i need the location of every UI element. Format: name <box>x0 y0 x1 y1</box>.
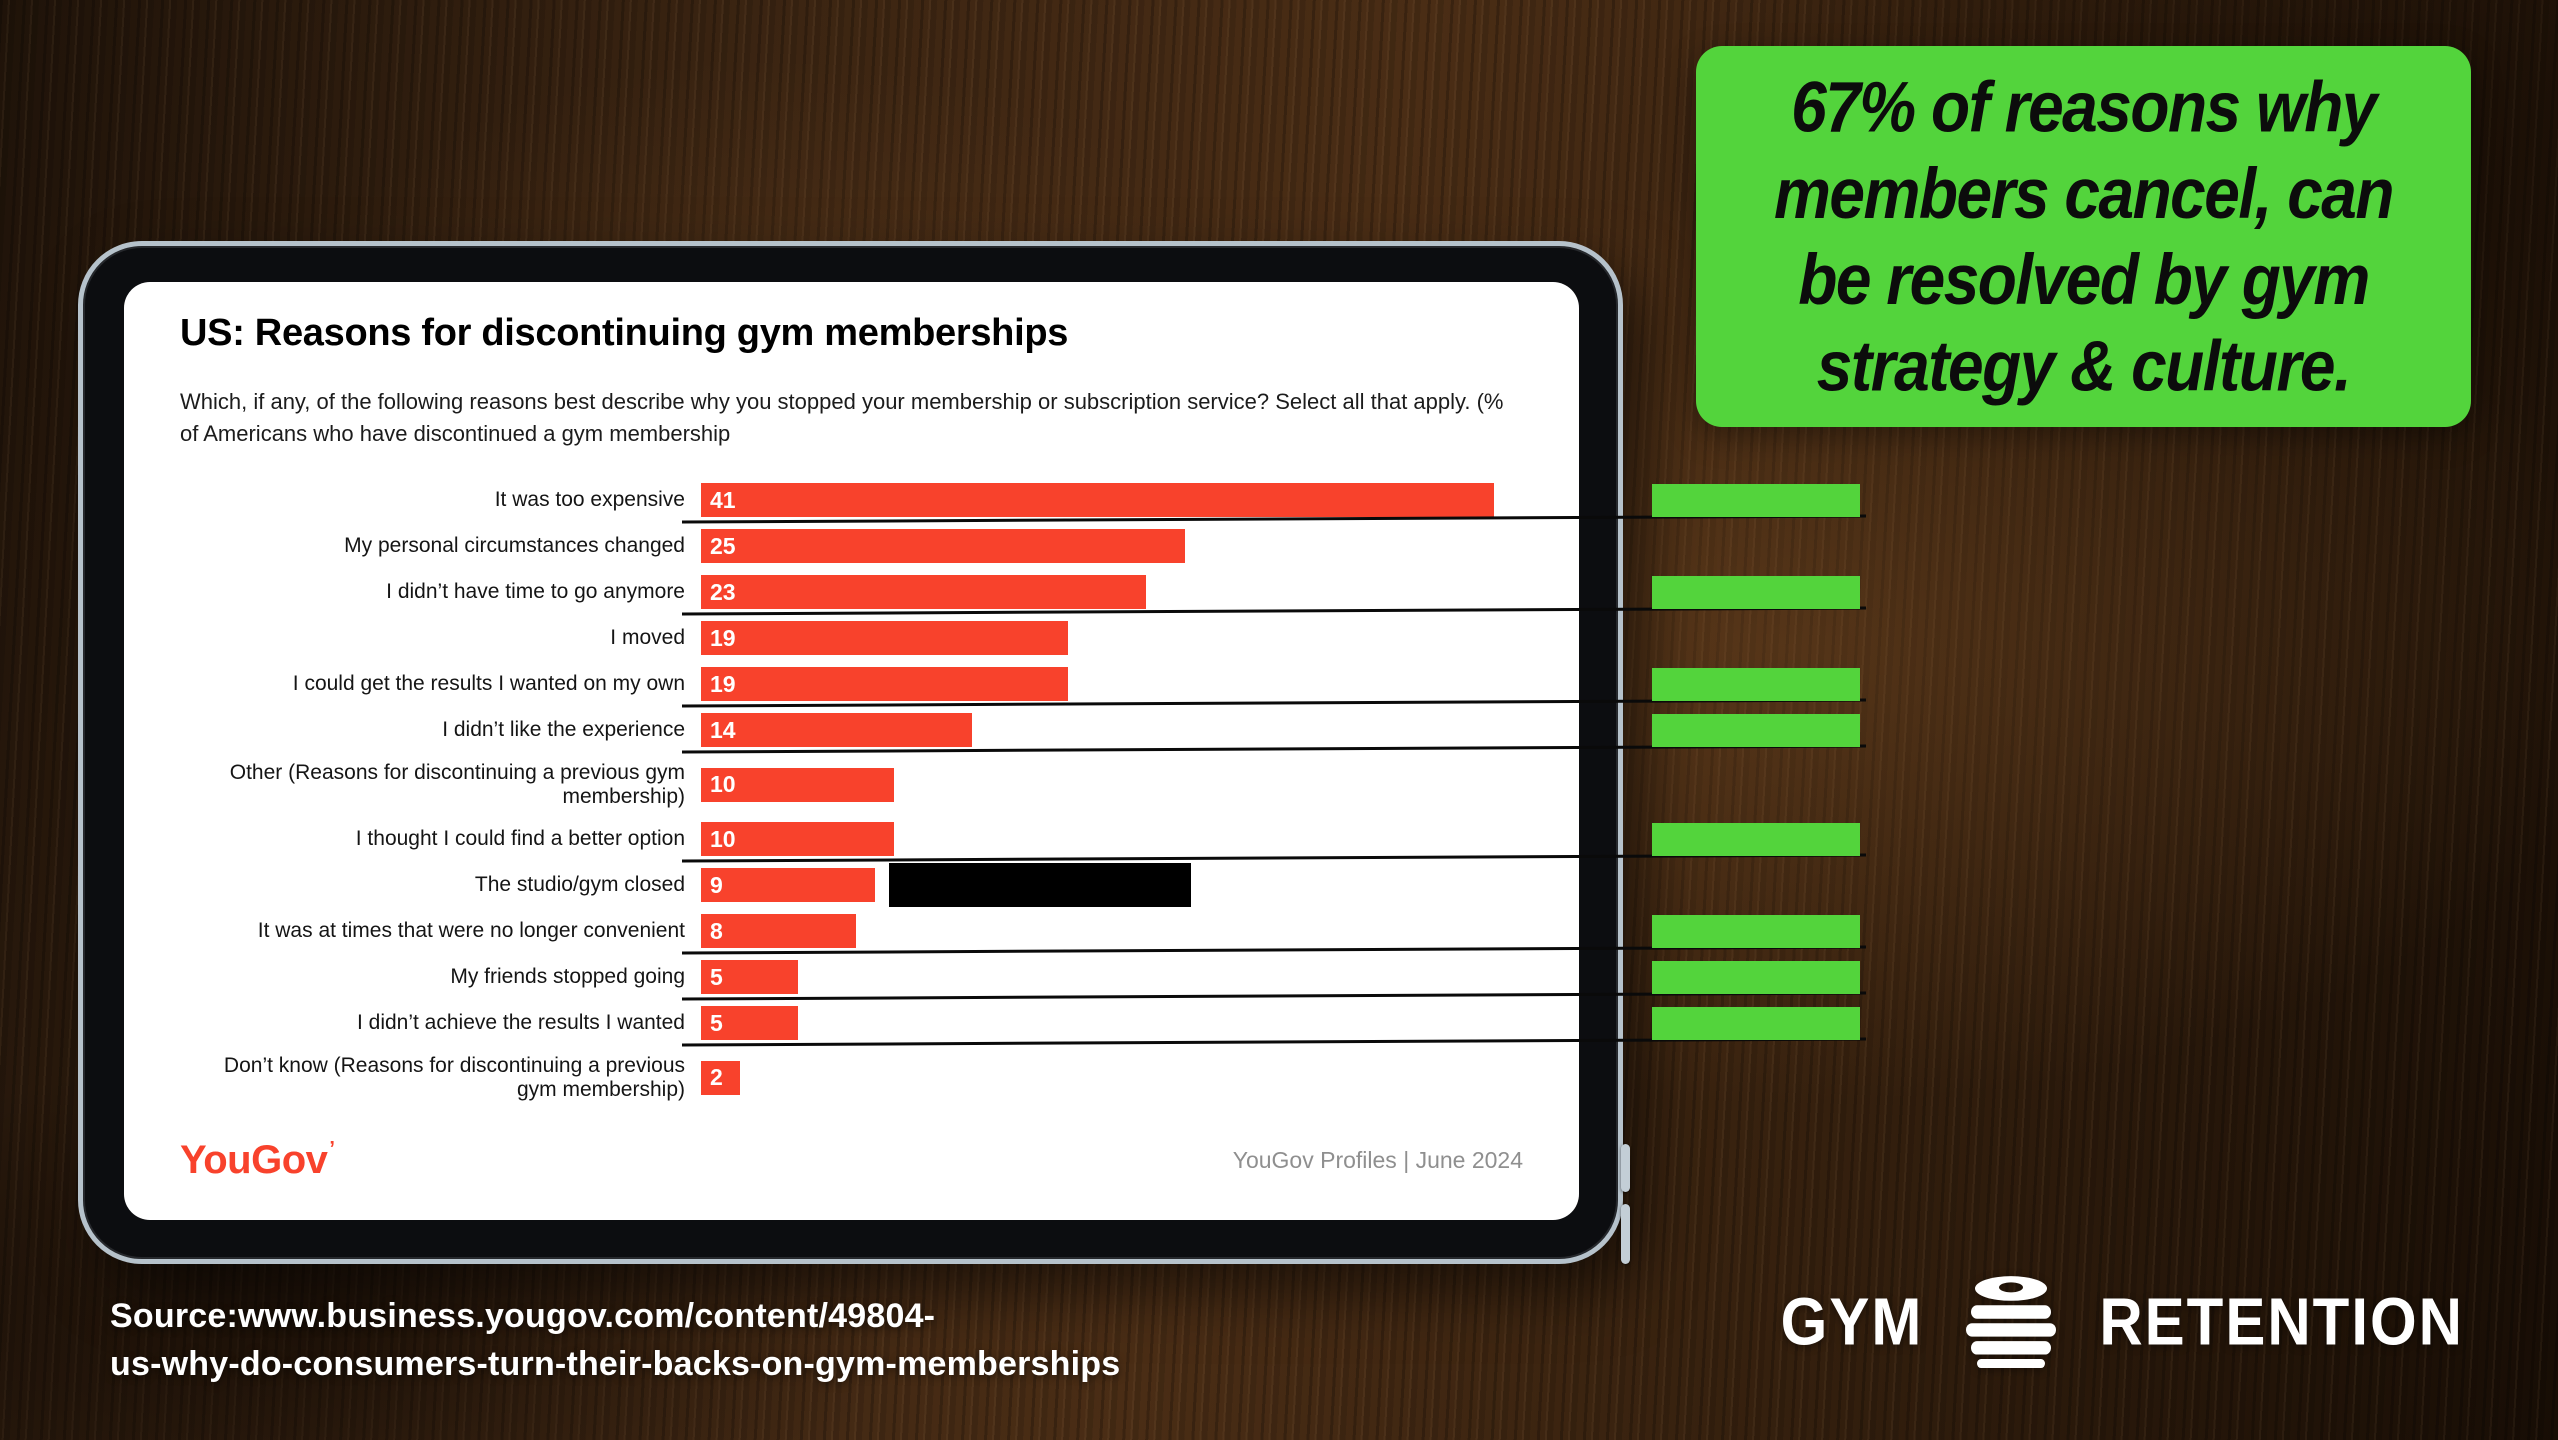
category-label: I moved <box>610 626 685 650</box>
category-label: I didn’t have time to go anymore <box>386 580 685 604</box>
highlight-bar <box>1652 483 1860 517</box>
value-label: 14 <box>710 716 736 743</box>
highlight-bar <box>1652 667 1860 701</box>
chart-row: I moved 19 <box>180 615 1539 661</box>
chart-row: My friends stopped going 5 <box>180 954 1539 1000</box>
quote-line: members cancel, can <box>1774 152 2394 234</box>
source-line-1: Source:www.business.yougov.com/content/4… <box>110 1297 936 1335</box>
quote-text: 67% of reasons why members cancel, can be … <box>1774 64 2394 409</box>
quote-line: 67% of reasons why <box>1791 66 2377 147</box>
value-bar: 10 <box>701 767 895 802</box>
value-label: 19 <box>710 624 736 651</box>
chart-row: Other (Reasons for discontinuing a previ… <box>180 753 1539 816</box>
quote-line: be resolved by gym <box>1798 238 2370 320</box>
chart-row: Don’t know (Reasons for discontinuing a … <box>180 1046 1539 1109</box>
value-label: 2 <box>710 1064 723 1090</box>
chart-row: I could get the results I wanted on my o… <box>180 661 1539 707</box>
value-label: 19 <box>710 670 736 697</box>
logo-retention-text: RETENTION <box>2099 1283 2464 1359</box>
chart-row: My personal circumstances changed 25 <box>180 523 1539 569</box>
category-label: My personal circumstances changed <box>344 534 685 558</box>
value-label: 10 <box>710 825 736 852</box>
value-bar: 8 <box>701 914 856 948</box>
chart-rows: It was too expensive 41 My personal circum… <box>180 477 1539 1109</box>
value-label: 5 <box>710 963 723 990</box>
highlight-bar <box>1652 713 1860 747</box>
redaction-block <box>889 863 1191 907</box>
weight-plates-icon <box>1966 1276 2057 1368</box>
value-bar: 19 <box>701 667 1069 701</box>
value-label: 5 <box>710 1009 723 1036</box>
category-label: My friends stopped going <box>450 965 685 989</box>
quote-line: strategy & culture. <box>1816 324 2352 406</box>
chart-footer: YouGov’ YouGov Profiles | June 2024 <box>180 1138 1523 1183</box>
yougov-logo: YouGov’ <box>180 1138 335 1183</box>
category-label: I didn’t achieve the results I wanted <box>356 1011 685 1035</box>
tablet-volume-button <box>1621 1144 1630 1192</box>
value-bar: 5 <box>701 1006 798 1040</box>
category-label: Don’t know (Reasons for discontinuing a … <box>223 1053 685 1101</box>
source-citation: Source:www.business.yougov.com/content/4… <box>110 1292 1120 1389</box>
value-label: 8 <box>710 917 723 944</box>
logo-gym-text: GYM <box>1780 1283 1924 1359</box>
gym-retention-logo: GYM RETENTION <box>1781 1274 2464 1368</box>
chart-row: I didn’t have time to go anymore 23 <box>180 569 1539 615</box>
value-bar: 2 <box>701 1060 740 1095</box>
category-label: The studio/gym closed <box>474 873 685 897</box>
tablet-screen: US: Reasons for discontinuing gym member… <box>124 282 1579 1220</box>
highlight-bar <box>1652 914 1860 948</box>
category-label: I could get the results I wanted on my o… <box>292 672 685 696</box>
chart-caption: YouGov Profiles | June 2024 <box>1232 1147 1523 1173</box>
chart-row: It was too expensive 41 <box>180 477 1539 523</box>
yougov-logo-text: YouGov <box>180 1138 328 1182</box>
chart-row: I didn’t achieve the results I wanted 5 <box>180 1000 1539 1046</box>
chart-subtitle: Which, if any, of the following reasons … <box>180 389 1504 446</box>
highlight-bar <box>1652 822 1860 856</box>
value-label: 25 <box>710 532 736 559</box>
source-line-2: us-why-do-consumers-turn-their-backs-on-… <box>110 1345 1121 1384</box>
value-bar: 5 <box>701 960 798 994</box>
tablet-device: US: Reasons for discontinuing gym member… <box>78 241 1630 1264</box>
chart-row: I didn’t like the experience 14 <box>180 707 1539 753</box>
value-bar: 19 <box>701 621 1069 655</box>
value-label: 9 <box>710 871 723 898</box>
value-bar: 9 <box>701 868 876 902</box>
value-label: 41 <box>710 486 736 513</box>
value-bar: 41 <box>701 483 1494 517</box>
chart-row: The studio/gym closed 9 <box>180 862 1539 908</box>
chart-title: US: Reasons for discontinuing gym member… <box>180 312 1069 354</box>
yougov-logo-mark: ’ <box>329 1138 335 1160</box>
value-bar: 10 <box>701 822 895 856</box>
category-label: I thought I could find a better option <box>355 827 685 851</box>
value-label: 23 <box>710 578 736 605</box>
quote-box: 67% of reasons why members cancel, can be … <box>1696 46 2471 427</box>
tablet-volume-button <box>1621 1204 1630 1264</box>
chart-row: It was at times that were no longer conv… <box>180 908 1539 954</box>
chart-row: I thought I could find a better option 10 <box>180 816 1539 862</box>
category-label: Other (Reasons for discontinuing a previ… <box>229 760 685 808</box>
value-bar: 14 <box>701 713 972 747</box>
category-label: I didn’t like the experience <box>442 718 685 742</box>
value-label: 10 <box>710 771 736 797</box>
highlight-bar <box>1652 960 1860 994</box>
value-bar: 25 <box>701 529 1185 563</box>
category-label: It was at times that were no longer conv… <box>257 919 685 943</box>
value-bar: 23 <box>701 575 1146 609</box>
highlight-bar <box>1652 575 1860 609</box>
category-label: It was too expensive <box>494 488 685 512</box>
highlight-bar <box>1652 1006 1860 1040</box>
